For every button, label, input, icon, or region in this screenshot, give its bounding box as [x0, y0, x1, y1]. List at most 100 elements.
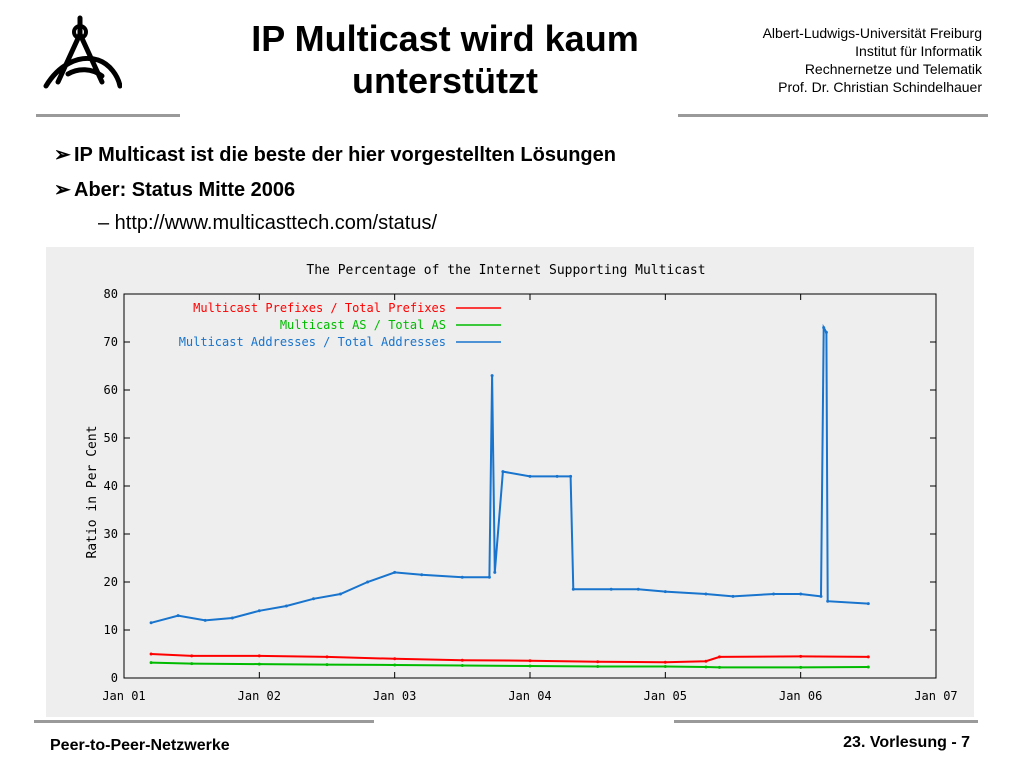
- series-point: [663, 660, 667, 664]
- series-point: [772, 592, 776, 596]
- series-point: [312, 597, 315, 601]
- y-tick-label: 30: [104, 527, 118, 541]
- series-point: [230, 616, 234, 620]
- y-tick-label: 10: [104, 623, 118, 637]
- legend-label: Multicast Addresses / Total Addresses: [179, 335, 446, 349]
- series-point: [190, 662, 194, 666]
- plot-frame: [123, 293, 937, 679]
- series-point: [704, 592, 708, 596]
- series-point: [704, 659, 708, 663]
- chart-svg: The Percentage of the Internet Supportin…: [85, 263, 958, 703]
- series-point: [325, 655, 329, 659]
- series-point: [393, 570, 397, 574]
- series-point: [190, 654, 194, 658]
- arrow-head-icon: ➢: [54, 179, 71, 201]
- institution-block: Albert-Ludwigs-Universität Freiburg Inst…: [763, 24, 982, 96]
- series-point: [799, 654, 803, 658]
- header-rule-left: [36, 114, 180, 117]
- footer-rule-left: [34, 720, 374, 723]
- series-point: [596, 660, 600, 664]
- sub-bullet-link[interactable]: – http://www.multicasttech.com/status/: [98, 212, 438, 234]
- y-tick-label: 0: [111, 671, 118, 685]
- series-point: [826, 599, 830, 603]
- series-point: [460, 664, 464, 667]
- series-point: [799, 665, 803, 669]
- series-point: [571, 587, 575, 591]
- x-tick-label: Jan 02: [238, 689, 281, 703]
- series-point: [460, 658, 464, 662]
- series-point: [528, 659, 532, 663]
- title-line-2: unterstützt: [352, 60, 538, 101]
- institution-line: Institut für Informatik: [855, 43, 982, 59]
- series-point: [203, 618, 207, 622]
- series-point: [149, 661, 153, 665]
- series-point: [176, 614, 180, 618]
- series-point: [149, 621, 153, 625]
- bullet-text: Aber: Status Mitte 2006: [74, 179, 296, 201]
- slide-title: IP Multicast wird kaum unterstützt: [190, 18, 700, 102]
- series-point: [555, 474, 559, 478]
- series-point: [257, 654, 261, 658]
- bullet-item: ➢ IP Multicast ist die beste der hier vor…: [54, 142, 616, 167]
- series-point: [528, 474, 532, 478]
- series-point: [799, 592, 803, 596]
- series-point: [528, 664, 532, 668]
- series-line: [150, 323, 869, 624]
- y-tick-label: 20: [104, 575, 118, 589]
- series-point: [339, 592, 342, 596]
- series-point: [718, 665, 721, 669]
- university-logo-icon: [43, 15, 122, 89]
- footer-lecture: 23. Vorlesung - 7: [843, 734, 970, 751]
- series-point: [824, 330, 828, 334]
- institution-line: Prof. Dr. Christian Schindelhauer: [778, 79, 982, 95]
- bullet-text: IP Multicast ist die beste der hier vorg…: [74, 144, 616, 166]
- series-point: [487, 575, 491, 579]
- footer-rule-right: [674, 720, 978, 723]
- series-point: [704, 665, 708, 669]
- x-tick-label: Jan 04: [508, 689, 551, 703]
- series-point: [366, 580, 370, 584]
- series-point: [819, 594, 823, 598]
- footer-course: Peer-to-Peer-Netzwerke: [50, 737, 230, 754]
- series-point: [609, 587, 613, 591]
- header-rule-right: [678, 114, 988, 117]
- institution-line: Albert-Ludwigs-Universität Freiburg: [762, 25, 982, 41]
- series-point: [596, 665, 600, 668]
- series-point: [149, 652, 153, 656]
- y-tick-label: 50: [104, 431, 118, 445]
- series-point: [257, 609, 261, 613]
- legend-label: Multicast AS / Total AS: [280, 318, 446, 332]
- series-point: [718, 655, 721, 659]
- series-point: [460, 575, 464, 579]
- series-point: [393, 657, 397, 661]
- series-point: [493, 570, 497, 574]
- series-point: [420, 573, 424, 577]
- chart-ylabel: Ratio in Per Cent: [85, 425, 100, 558]
- series-point: [663, 665, 667, 668]
- x-tick-label: Jan 05: [644, 689, 687, 703]
- series-point: [284, 604, 288, 608]
- y-tick-label: 60: [104, 383, 118, 397]
- series-point: [393, 663, 397, 667]
- x-tick-label: Jan 07: [914, 689, 957, 703]
- chart-title: The Percentage of the Internet Supportin…: [306, 263, 705, 278]
- y-tick-label: 40: [104, 479, 118, 493]
- series-point: [866, 602, 870, 606]
- y-tick-label: 80: [104, 287, 118, 301]
- x-tick-label: Jan 03: [373, 689, 416, 703]
- legend-label: Multicast Prefixes / Total Prefixes: [193, 301, 446, 315]
- y-tick-label: 70: [104, 335, 118, 349]
- series-point: [731, 594, 735, 598]
- series-point: [866, 655, 870, 659]
- series-point: [822, 326, 826, 330]
- series-point: [569, 474, 573, 478]
- x-tick-label: Jan 01: [102, 689, 145, 703]
- series-point: [866, 665, 870, 669]
- series-point: [325, 663, 329, 667]
- series-point: [501, 470, 505, 474]
- series-point: [636, 587, 640, 591]
- multicast-chart: The Percentage of the Internet Supportin…: [46, 247, 974, 717]
- series-point: [257, 662, 261, 666]
- bullet-item: ➢ Aber: Status Mitte 2006: [54, 177, 295, 202]
- series-point: [490, 374, 494, 378]
